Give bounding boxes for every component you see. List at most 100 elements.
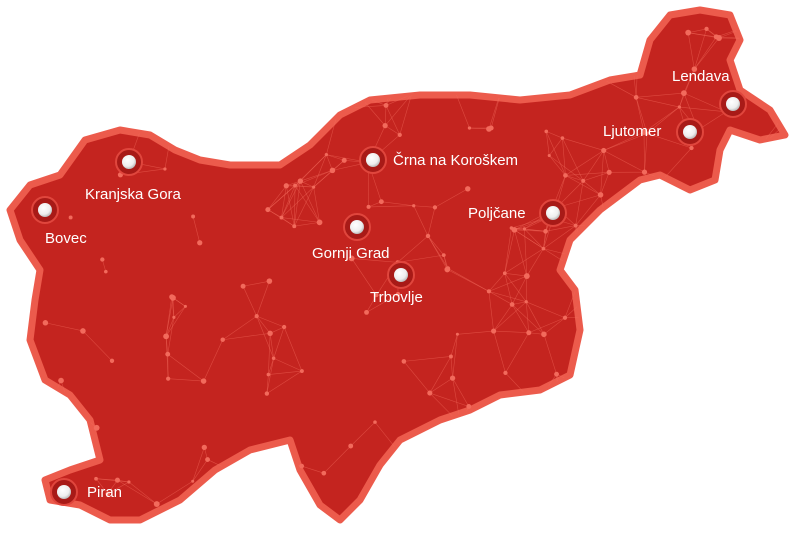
network-line bbox=[556, 373, 600, 395]
city-marker-kranjska-gora[interactable] bbox=[115, 148, 143, 176]
network-node bbox=[68, 141, 72, 146]
network-node bbox=[753, 148, 759, 154]
network-node bbox=[753, 37, 757, 41]
network-node bbox=[163, 333, 170, 340]
network-line bbox=[57, 127, 71, 144]
network-line bbox=[129, 49, 160, 79]
network-node bbox=[783, 224, 785, 228]
network-node bbox=[37, 77, 41, 82]
network-line bbox=[171, 296, 175, 318]
network-line bbox=[488, 291, 527, 303]
network-line bbox=[18, 136, 56, 150]
network-node bbox=[10, 474, 14, 478]
network-line bbox=[504, 273, 513, 305]
network-node bbox=[401, 359, 407, 364]
network-line bbox=[52, 32, 63, 51]
network-line bbox=[301, 465, 324, 474]
network-line bbox=[76, 14, 109, 37]
network-node bbox=[681, 90, 687, 97]
city-marker-trbovlje[interactable] bbox=[387, 261, 415, 289]
network-node bbox=[145, 68, 149, 72]
network-line bbox=[281, 217, 320, 223]
network-line bbox=[43, 127, 58, 129]
network-line bbox=[129, 24, 165, 50]
city-label-trbovlje: Trbovlje bbox=[370, 289, 423, 306]
network-line bbox=[576, 461, 579, 474]
network-line bbox=[129, 37, 132, 50]
network-node bbox=[685, 29, 692, 36]
network-node bbox=[525, 478, 532, 485]
network-line bbox=[142, 24, 165, 51]
network-line bbox=[574, 467, 612, 493]
network-node bbox=[593, 73, 599, 78]
network-line bbox=[35, 79, 40, 99]
city-marker-lendava[interactable] bbox=[719, 90, 747, 118]
network-line bbox=[692, 338, 731, 362]
network-line bbox=[72, 36, 109, 66]
network-line bbox=[610, 457, 631, 501]
network-node bbox=[713, 34, 719, 40]
network-node bbox=[286, 47, 292, 53]
network-line bbox=[107, 481, 130, 495]
network-line bbox=[381, 201, 414, 207]
network-node bbox=[614, 397, 619, 402]
network-line bbox=[698, 448, 744, 454]
city-marker-crna-na-koroskem[interactable] bbox=[359, 146, 387, 174]
city-marker-bovec[interactable] bbox=[31, 196, 59, 224]
city-marker-poljcane[interactable] bbox=[539, 199, 567, 227]
network-line bbox=[443, 255, 449, 269]
network-line bbox=[317, 74, 321, 106]
network-node bbox=[105, 491, 110, 497]
network-node bbox=[753, 504, 760, 511]
network-line bbox=[511, 227, 544, 249]
network-line bbox=[627, 345, 670, 347]
network-node bbox=[427, 390, 433, 396]
network-line bbox=[427, 235, 444, 256]
network-node bbox=[739, 292, 743, 296]
network-line bbox=[488, 291, 494, 332]
network-line bbox=[631, 15, 638, 64]
network-line bbox=[576, 472, 604, 506]
network-line bbox=[578, 281, 600, 288]
network-line bbox=[475, 60, 504, 84]
city-label-gornji-grad: Gornji Grad bbox=[312, 245, 390, 262]
network-line bbox=[162, 21, 165, 26]
network-line bbox=[320, 73, 359, 95]
network-node bbox=[405, 70, 409, 75]
network-line bbox=[629, 432, 631, 458]
network-node bbox=[560, 384, 565, 389]
network-node bbox=[641, 129, 647, 135]
network-line bbox=[587, 259, 600, 287]
network-line bbox=[319, 20, 333, 57]
network-node bbox=[373, 420, 377, 424]
city-marker-piran[interactable] bbox=[50, 478, 78, 506]
network-node bbox=[581, 178, 586, 183]
network-node bbox=[448, 354, 453, 359]
network-node bbox=[628, 430, 634, 436]
network-line bbox=[457, 330, 494, 335]
city-marker-ljutomer[interactable] bbox=[676, 118, 704, 146]
network-node bbox=[575, 471, 579, 475]
network-node bbox=[264, 391, 270, 396]
network-node bbox=[395, 291, 401, 297]
network-line bbox=[576, 457, 580, 474]
network-line bbox=[281, 217, 295, 227]
network-line bbox=[643, 106, 680, 133]
network-line bbox=[545, 131, 566, 176]
network-line bbox=[577, 270, 580, 282]
network-line bbox=[434, 188, 468, 208]
network-node bbox=[128, 48, 132, 52]
network-node bbox=[714, 240, 720, 247]
network-line bbox=[562, 137, 604, 151]
network-line bbox=[688, 355, 731, 362]
network-line bbox=[243, 280, 270, 287]
network-line bbox=[289, 50, 333, 57]
network-node bbox=[479, 489, 485, 495]
city-marker-gornji-grad[interactable] bbox=[343, 213, 371, 241]
network-node bbox=[299, 463, 305, 469]
network-line bbox=[326, 154, 345, 161]
network-line bbox=[691, 294, 703, 339]
network-line bbox=[700, 429, 712, 474]
network-node bbox=[74, 13, 78, 17]
network-line bbox=[488, 275, 527, 292]
